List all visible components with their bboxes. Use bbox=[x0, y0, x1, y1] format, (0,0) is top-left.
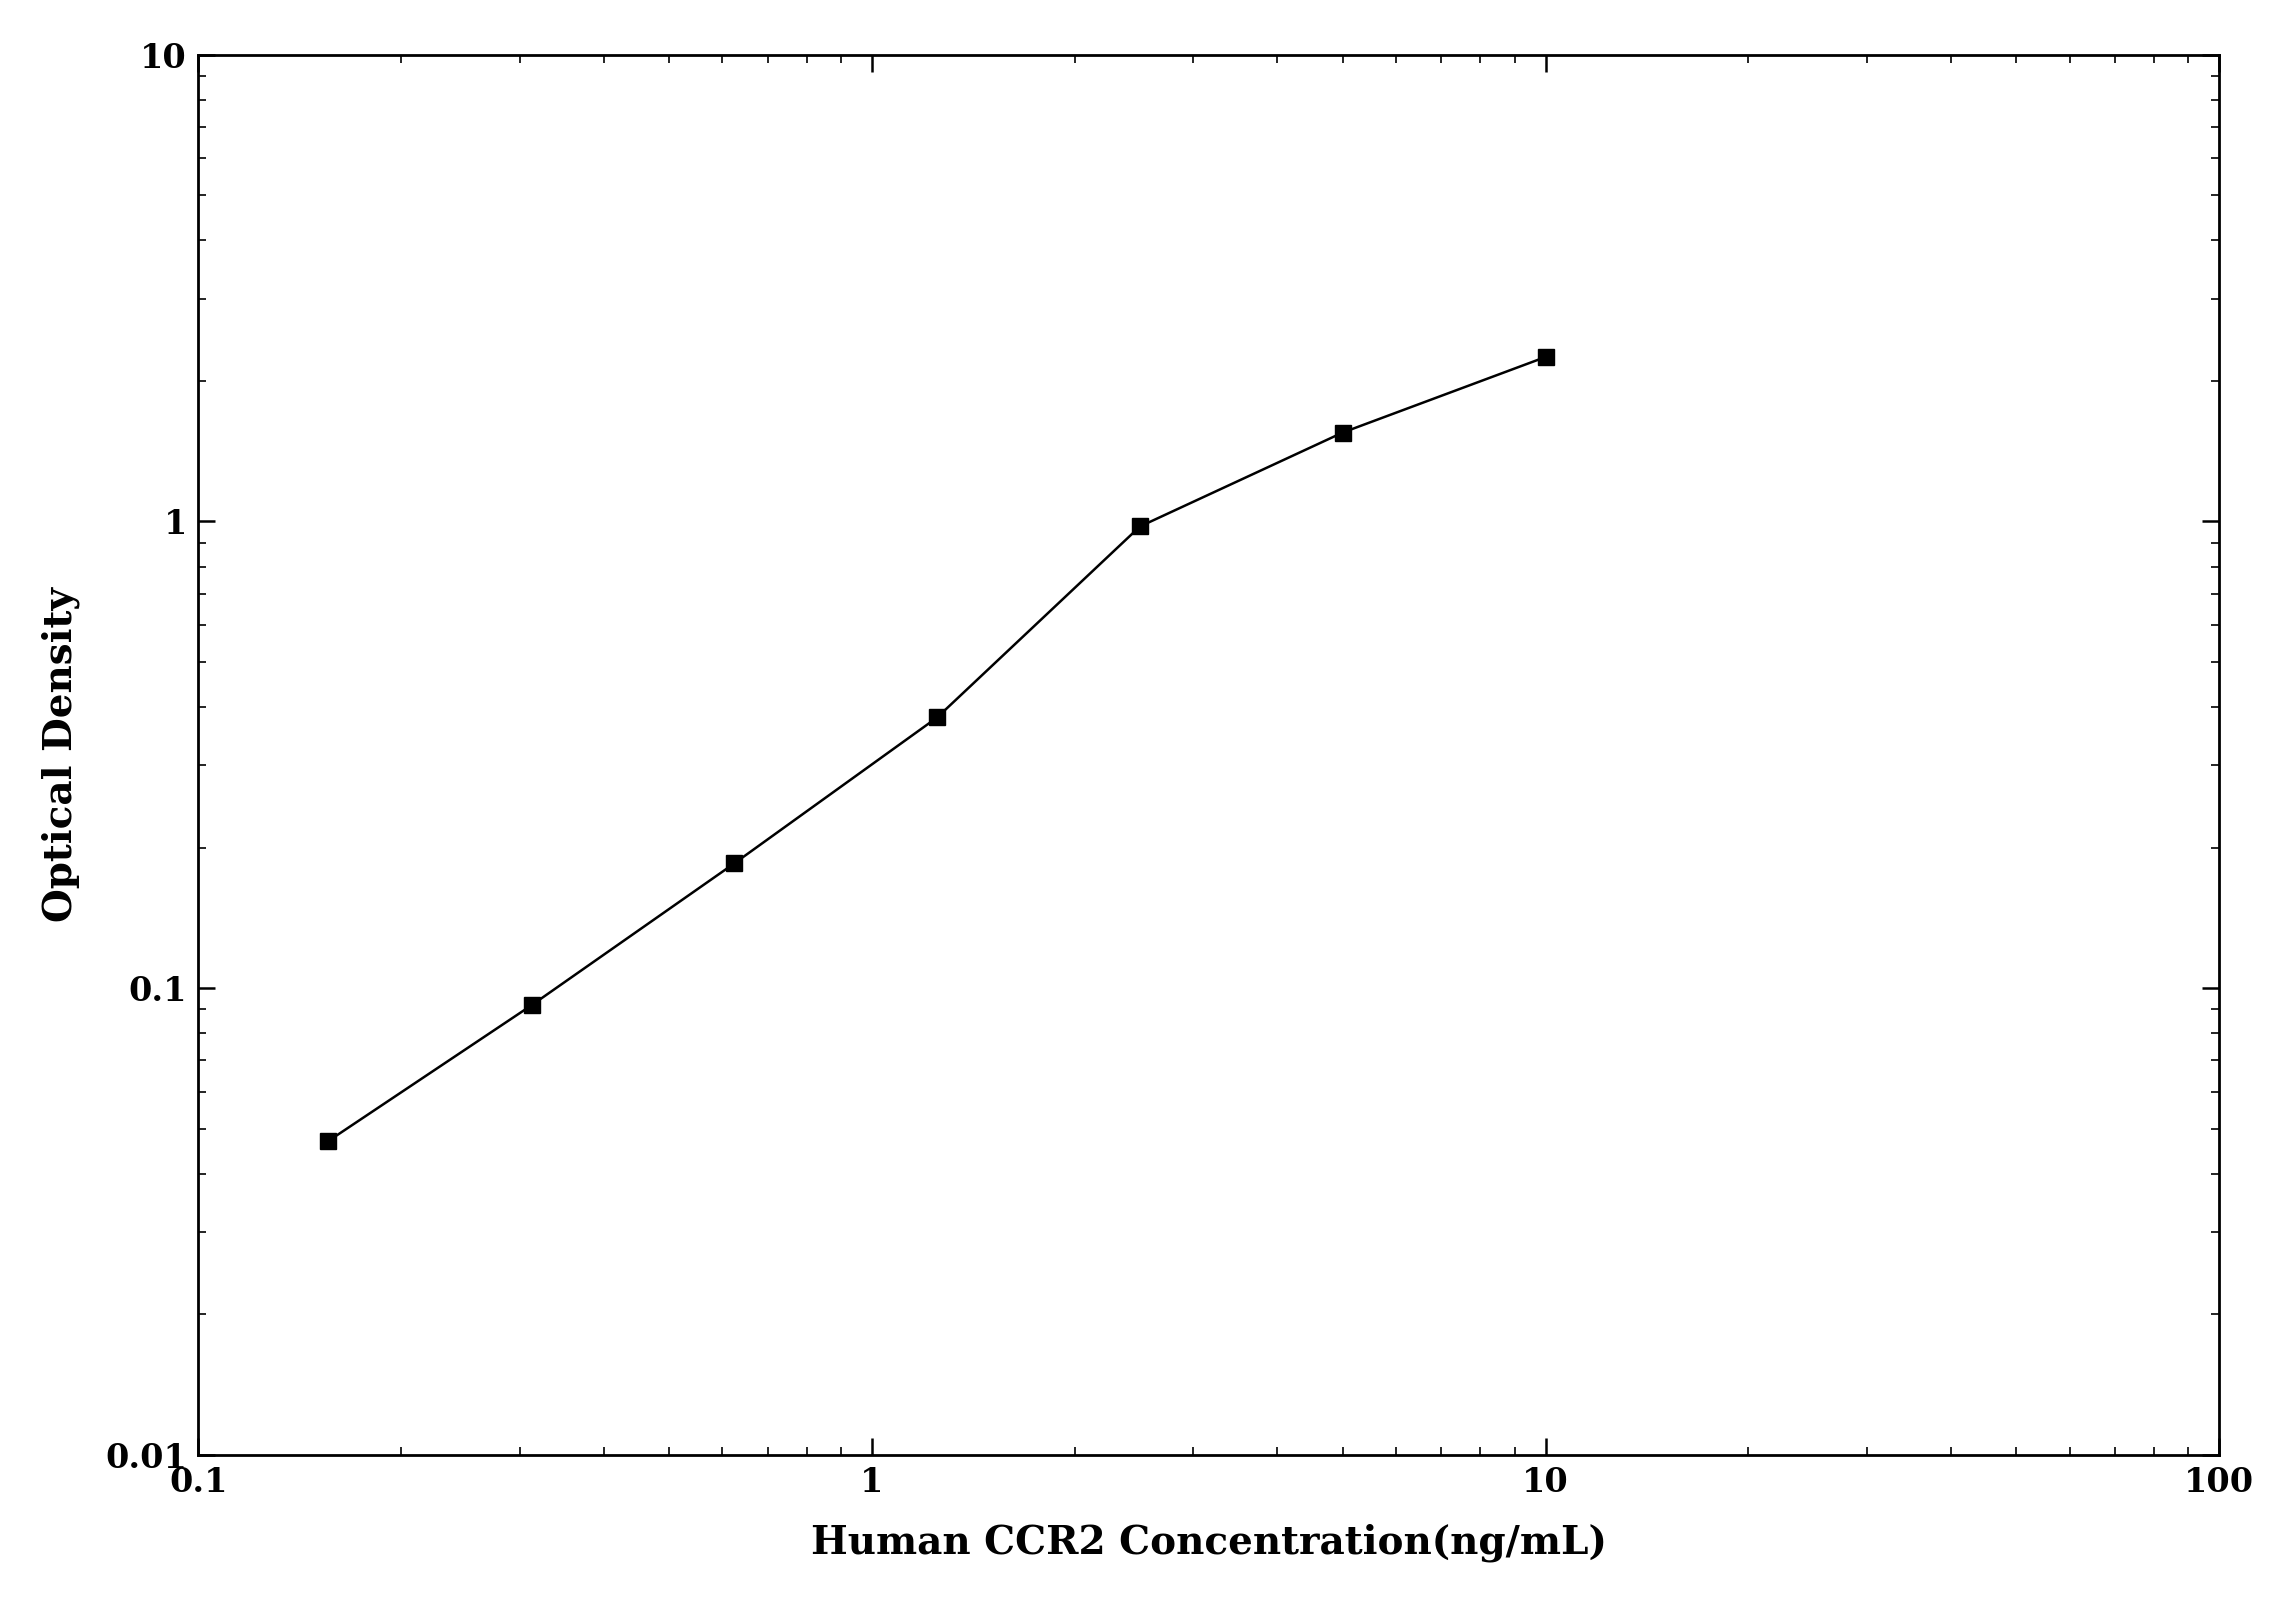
Y-axis label: Optical Density: Optical Density bbox=[41, 587, 80, 922]
X-axis label: Human CCR2 Concentration(ng/mL): Human CCR2 Concentration(ng/mL) bbox=[810, 1524, 1607, 1562]
